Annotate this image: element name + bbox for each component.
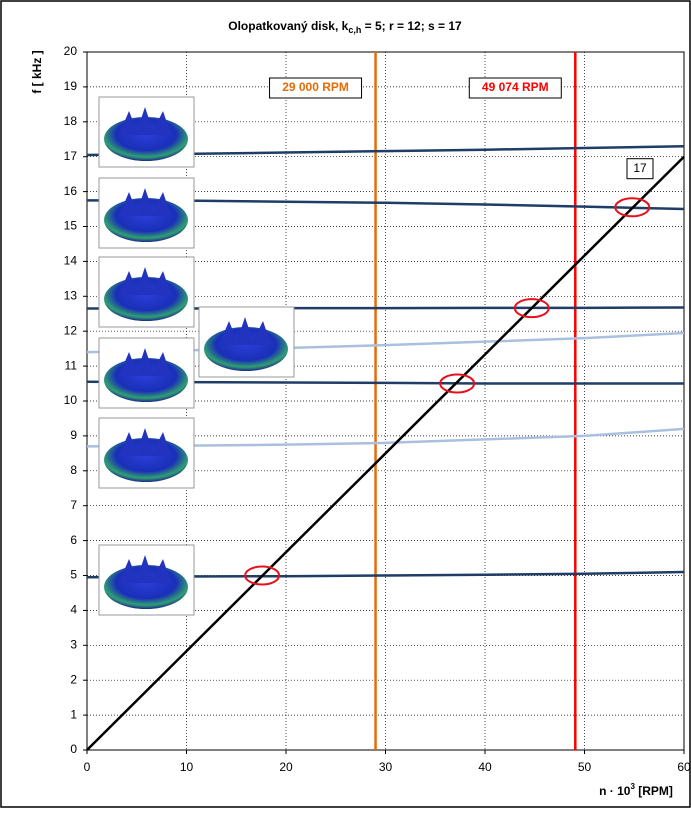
- chart: Olopatkovaný disk, kc,h = 5; r = 12; s =…: [0, 0, 691, 808]
- y-tick-label: 19: [64, 79, 78, 93]
- x-tick-label: 40: [478, 760, 492, 774]
- y-tick-label: 15: [64, 219, 78, 233]
- x-tick-label: 10: [180, 760, 194, 774]
- y-tick-label: 8: [70, 463, 77, 477]
- y-tick-label: 16: [64, 184, 78, 198]
- y-tick-label: 9: [70, 428, 77, 442]
- rpm-label: 49 074 RPM: [482, 80, 549, 94]
- mode-image: [99, 545, 194, 615]
- mode-image: [99, 257, 194, 327]
- y-tick-label: 12: [64, 323, 78, 337]
- y-tick-label: 2: [70, 672, 77, 686]
- y-tick-label: 17: [64, 149, 78, 163]
- mode-image: [99, 338, 194, 408]
- y-tick-label: 13: [64, 288, 78, 302]
- line-label: 17: [633, 161, 647, 175]
- y-tick-label: 0: [70, 742, 77, 756]
- y-tick-label: 6: [70, 533, 77, 547]
- y-tick-label: 1: [70, 707, 77, 721]
- mode-image: [99, 418, 194, 488]
- y-tick-label: 18: [64, 114, 78, 128]
- mode-image: [199, 307, 294, 377]
- mode-image: [99, 97, 194, 167]
- y-tick-label: 10: [64, 393, 78, 407]
- y-tick-label: 5: [70, 568, 77, 582]
- y-tick-label: 20: [64, 44, 78, 58]
- x-tick-label: 0: [84, 760, 91, 774]
- y-axis-label: f [ kHz ]: [30, 50, 44, 93]
- x-tick-label: 30: [379, 760, 393, 774]
- y-tick-label: 4: [70, 603, 77, 617]
- x-tick-label: 20: [279, 760, 293, 774]
- y-tick-label: 11: [65, 358, 78, 372]
- y-tick-label: 3: [70, 637, 77, 651]
- page: Olopatkovaný disk, kc,h = 5; r = 12; s =…: [0, 0, 691, 813]
- rpm-label: 29 000 RPM: [282, 80, 349, 94]
- y-tick-label: 14: [64, 254, 78, 268]
- x-axis-label: n · 103 [RPM]: [599, 782, 673, 798]
- chart-title: Olopatkovaný disk, kc,h = 5; r = 12; s =…: [228, 19, 462, 35]
- mode-image: [99, 178, 194, 248]
- x-tick-label: 50: [578, 760, 592, 774]
- y-tick-label: 7: [70, 498, 77, 512]
- x-tick-label: 60: [677, 760, 691, 774]
